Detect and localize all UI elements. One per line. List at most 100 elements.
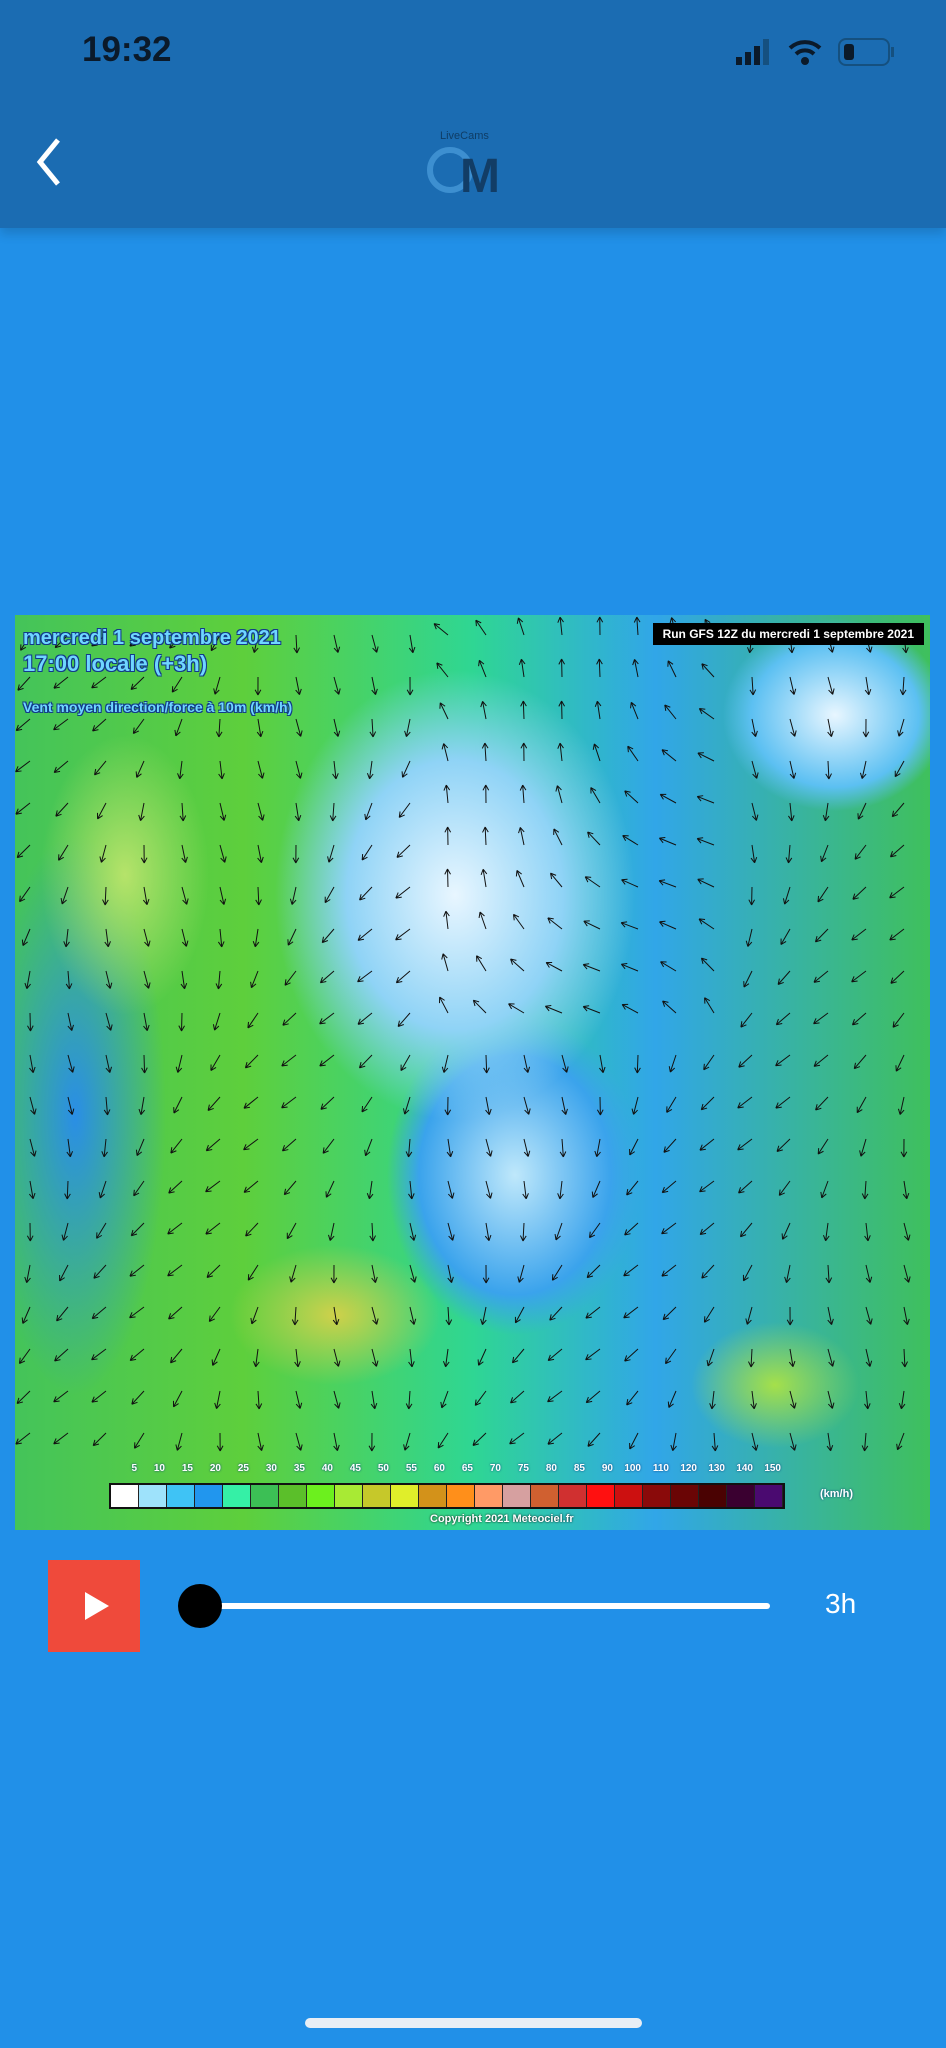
wind-arrow — [629, 1432, 639, 1450]
wind-arrow — [892, 1012, 905, 1028]
wind-arrow — [544, 1005, 563, 1014]
legend-tick: 75 — [517, 1463, 529, 1474]
logo-letter: M — [460, 150, 500, 200]
wind-arrow — [519, 784, 527, 804]
wind-arrow — [330, 1264, 338, 1284]
wind-arrow — [205, 1180, 221, 1193]
legend-tick: 110 — [652, 1463, 669, 1474]
wind-arrow — [219, 802, 227, 821]
wind-arrow — [405, 1138, 413, 1158]
wind-arrow — [666, 1096, 677, 1113]
legend-swatch — [643, 1485, 671, 1507]
wind-arrow — [170, 1348, 183, 1364]
wind-arrow — [53, 718, 69, 731]
wind-arrow — [16, 844, 31, 859]
wind-arrow — [620, 921, 639, 930]
wind-arrow — [751, 760, 759, 779]
wind-arrow — [599, 1054, 606, 1074]
wind-arrow — [781, 1222, 791, 1240]
wind-arrow — [557, 616, 564, 636]
wind-arrow — [890, 970, 905, 984]
wind-arrow — [825, 760, 832, 780]
wind-arrow — [624, 1348, 639, 1362]
legend-swatch — [139, 1485, 167, 1507]
wind-arrow — [854, 844, 867, 860]
wind-arrow — [481, 742, 489, 762]
wind-arrow — [558, 658, 566, 678]
wind-arrow — [815, 1096, 829, 1111]
wind-arrow — [436, 662, 449, 678]
legend-swatch — [727, 1485, 755, 1507]
wind-arrow — [319, 1012, 335, 1025]
wind-arrow — [295, 1390, 303, 1409]
wind-arrow — [851, 928, 867, 941]
wind-arrow — [897, 1096, 905, 1115]
wind-arrow — [131, 1390, 145, 1405]
wind-arrow — [324, 886, 335, 904]
wind-arrow — [696, 795, 715, 804]
status-icons — [736, 38, 896, 66]
play-button[interactable] — [48, 1560, 140, 1652]
wind-arrow — [129, 1348, 145, 1362]
wind-arrow — [557, 742, 564, 762]
wind-arrow — [788, 802, 795, 822]
wind-arrow — [627, 745, 639, 762]
wind-arrow — [211, 1348, 221, 1366]
wind-arrow — [813, 1012, 829, 1025]
legend-swatch — [363, 1485, 391, 1507]
wind-arrow — [822, 1222, 830, 1242]
wind-arrow — [663, 1138, 677, 1153]
back-chevron-icon[interactable] — [28, 132, 68, 192]
wind-arrow — [557, 1180, 564, 1200]
wind-arrow — [405, 1390, 413, 1410]
legend-swatch — [307, 1485, 335, 1507]
wind-arrow — [865, 1264, 873, 1283]
wind-arrow — [749, 676, 757, 696]
map-description: Vent moyen direction/force à 10m (km/h) — [23, 699, 293, 715]
timeline-slider-knob[interactable] — [178, 1584, 222, 1628]
wind-arrow — [480, 1306, 487, 1325]
wind-arrow — [408, 1180, 415, 1200]
wind-arrow — [512, 913, 525, 930]
wind-arrow — [257, 760, 265, 779]
legend-swatch — [419, 1485, 447, 1507]
wind-arrow — [703, 1054, 715, 1071]
wind-arrow — [662, 1306, 677, 1321]
wind-arrow — [210, 1054, 221, 1071]
wind-arrow — [898, 1390, 906, 1410]
wind-arrow — [859, 1138, 867, 1157]
wind-arrow — [371, 1348, 379, 1367]
wind-arrow — [899, 676, 907, 696]
wind-arrow — [395, 928, 411, 941]
wind-arrow — [333, 1390, 341, 1409]
wind-arrow — [395, 970, 411, 984]
wind-arrow — [738, 1054, 753, 1068]
timeline-slider-track[interactable] — [190, 1603, 770, 1609]
wind-arrow — [212, 1012, 221, 1031]
wind-arrow — [15, 802, 31, 815]
wind-arrow — [319, 1054, 335, 1067]
legend-tick: 50 — [377, 1463, 389, 1474]
wind-arrow — [896, 1432, 905, 1451]
wind-arrow — [659, 793, 677, 804]
wind-arrow — [545, 961, 563, 972]
legend-tick: 140 — [736, 1463, 753, 1474]
wind-arrow — [903, 1264, 911, 1283]
wind-arrow — [631, 1096, 639, 1115]
wind-arrow — [664, 704, 677, 720]
legend-tick: 80 — [545, 1463, 557, 1474]
wind-arrow — [59, 1264, 69, 1282]
legend-swatch — [503, 1485, 531, 1507]
wind-arrow — [135, 760, 145, 778]
legend-tick: 15 — [181, 1463, 193, 1474]
wind-arrow — [332, 1306, 340, 1326]
wind-arrow — [96, 1222, 107, 1239]
wind-arrow — [218, 760, 225, 780]
wind-arrow — [333, 1432, 340, 1451]
wind-arrow — [216, 1432, 224, 1452]
wind-arrow — [827, 676, 835, 695]
wind-arrow — [141, 1054, 148, 1074]
wind-arrow — [697, 878, 715, 888]
wind-arrow — [207, 1096, 221, 1111]
legend-swatch — [699, 1485, 727, 1507]
